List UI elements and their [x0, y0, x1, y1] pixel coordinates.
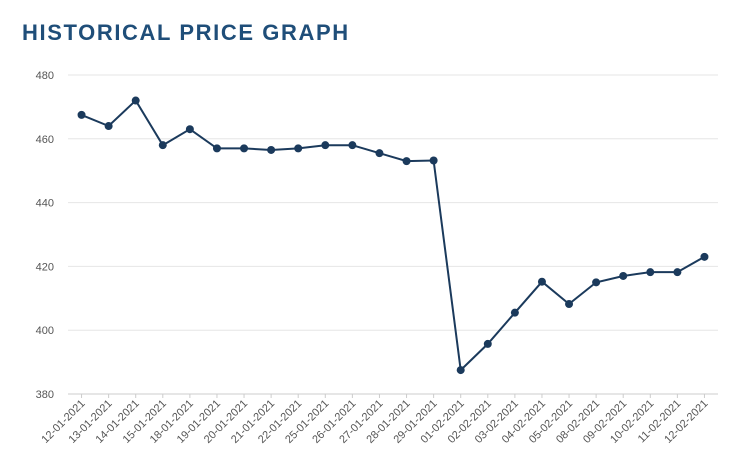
y-tick-label: 400 — [36, 325, 54, 337]
data-point — [131, 96, 140, 105]
data-point — [619, 271, 628, 280]
data-point — [429, 156, 438, 165]
data-point — [77, 110, 86, 119]
y-axis-ticks: 380 400 420 440 460 480 — [36, 70, 54, 401]
data-point — [321, 141, 330, 150]
data-point — [348, 141, 357, 150]
page-title: HISTORICAL PRICE GRAPH — [22, 20, 350, 45]
gridlines — [68, 74, 718, 395]
data-point — [646, 268, 655, 277]
data-point — [104, 122, 113, 131]
data-point — [537, 277, 546, 286]
y-tick-label: 440 — [36, 198, 54, 210]
data-point — [240, 144, 249, 153]
data-point — [565, 300, 574, 309]
data-point — [294, 144, 303, 153]
data-point — [402, 157, 411, 166]
price-series-line — [81, 98, 705, 373]
data-point — [158, 141, 167, 150]
data-point — [673, 268, 682, 277]
data-point — [185, 125, 194, 134]
data-point — [483, 339, 492, 348]
y-tick-label: 460 — [36, 134, 54, 146]
data-point — [700, 252, 709, 261]
data-points — [77, 96, 709, 375]
data-point — [592, 278, 601, 287]
data-point — [510, 308, 519, 317]
x-axis-ticks: 12-01-202113-01-202114-01-202115-01-2021… — [39, 394, 711, 446]
y-tick-label: 480 — [36, 70, 54, 82]
y-tick-label: 420 — [36, 261, 54, 273]
data-point — [456, 366, 465, 375]
data-point — [212, 144, 221, 153]
data-point — [375, 149, 384, 158]
data-point — [267, 145, 276, 154]
y-tick-label: 380 — [36, 389, 54, 401]
